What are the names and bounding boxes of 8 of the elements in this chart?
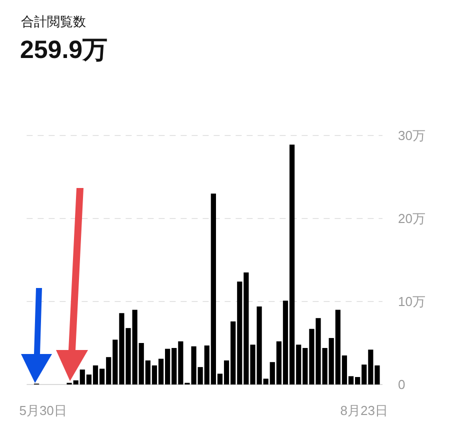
x-tick-label: 8月23日 bbox=[340, 403, 388, 418]
y-tick-label: 20万 bbox=[398, 211, 426, 226]
x-tick-label: 5月30日 bbox=[19, 403, 67, 418]
y-tick-label: 0 bbox=[398, 377, 406, 392]
title: 合計閲覧数 bbox=[21, 14, 86, 29]
subtitle: 259.9万 bbox=[20, 36, 108, 64]
y-tick-label: 30万 bbox=[398, 128, 426, 143]
y-tick-label: 10万 bbox=[398, 294, 426, 309]
